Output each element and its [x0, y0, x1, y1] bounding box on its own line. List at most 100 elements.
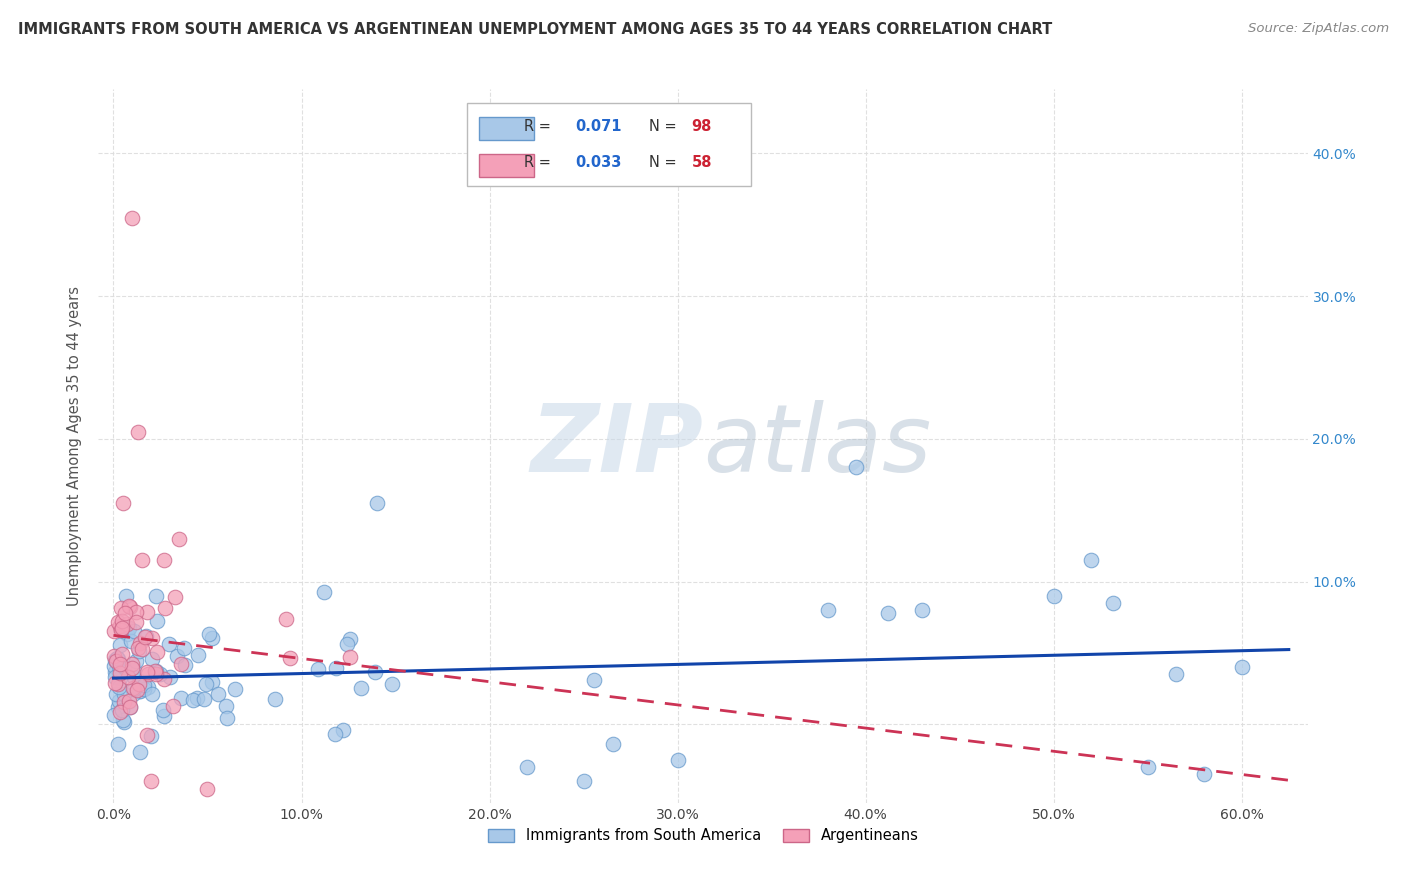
Point — [107, 652, 129, 666]
Point — [153, 553, 176, 567]
Point — [107, 694, 129, 708]
Point — [516, 760, 538, 774]
Point — [104, 652, 127, 666]
Point — [145, 666, 167, 681]
Point — [110, 623, 132, 637]
Point — [122, 663, 145, 677]
Point — [339, 649, 361, 664]
Point — [173, 641, 195, 656]
Point — [201, 631, 224, 645]
Point — [118, 599, 141, 614]
Point — [572, 774, 595, 789]
Point — [121, 211, 143, 225]
Text: ZIP: ZIP — [530, 400, 703, 492]
Point — [314, 585, 336, 599]
Point — [127, 641, 149, 656]
Point — [118, 700, 141, 714]
Point — [110, 600, 132, 615]
Point — [163, 590, 186, 604]
Point — [332, 723, 354, 738]
Point — [153, 708, 176, 723]
Point — [339, 632, 361, 647]
Point — [108, 658, 131, 673]
Legend: Immigrants from South America, Argentineans: Immigrants from South America, Argentine… — [482, 822, 924, 849]
Point — [118, 600, 141, 615]
Point — [112, 695, 135, 709]
Point — [602, 737, 624, 751]
Point — [134, 678, 156, 692]
Point — [107, 615, 129, 630]
Point — [157, 637, 180, 651]
Point — [135, 728, 157, 742]
Point — [110, 665, 132, 680]
Point — [307, 662, 329, 676]
Point — [127, 425, 149, 439]
Point — [122, 681, 145, 696]
Point — [187, 648, 209, 663]
Point — [145, 589, 167, 603]
Point — [131, 553, 153, 567]
Point — [136, 681, 159, 695]
Point — [125, 654, 148, 668]
Point — [666, 753, 689, 767]
Point — [112, 660, 135, 674]
Point — [114, 606, 136, 620]
Point — [134, 630, 156, 644]
Point — [108, 619, 131, 633]
Point — [173, 657, 195, 672]
Point — [122, 624, 145, 639]
Point — [129, 636, 152, 650]
Point — [124, 669, 146, 683]
Point — [197, 781, 219, 796]
Point — [117, 670, 139, 684]
Point — [817, 603, 839, 617]
Point — [152, 672, 174, 686]
Point — [128, 684, 150, 698]
Point — [103, 648, 125, 663]
Point — [274, 612, 297, 626]
Point — [103, 624, 125, 639]
Point — [105, 651, 128, 665]
Point — [111, 614, 134, 628]
Point — [125, 615, 148, 630]
Point — [195, 676, 218, 690]
Point — [108, 638, 131, 652]
Point — [107, 737, 129, 751]
Point — [197, 627, 219, 641]
Point — [111, 703, 134, 717]
Point — [166, 648, 188, 663]
Y-axis label: Unemployment Among Ages 35 to 44 years: Unemployment Among Ages 35 to 44 years — [67, 286, 83, 606]
Point — [108, 671, 131, 685]
Point — [136, 606, 159, 620]
Point — [153, 600, 176, 615]
Point — [170, 657, 193, 672]
Point — [141, 652, 163, 666]
Text: Source: ZipAtlas.com: Source: ZipAtlas.com — [1249, 22, 1389, 36]
Point — [104, 670, 127, 684]
Point — [118, 621, 141, 635]
Point — [111, 647, 134, 661]
Point — [141, 632, 163, 646]
Point — [325, 661, 347, 675]
Point — [108, 705, 131, 719]
Point — [264, 692, 287, 706]
Text: IMMIGRANTS FROM SOUTH AMERICA VS ARGENTINEAN UNEMPLOYMENT AMONG AGES 35 TO 44 YE: IMMIGRANTS FROM SOUTH AMERICA VS ARGENTI… — [18, 22, 1053, 37]
Point — [169, 532, 191, 546]
Point — [128, 676, 150, 690]
Point — [1192, 767, 1215, 781]
Point — [111, 496, 134, 510]
Point — [207, 687, 229, 701]
Point — [350, 681, 373, 695]
Point — [104, 665, 127, 679]
Point — [121, 657, 143, 672]
Text: atlas: atlas — [703, 401, 931, 491]
Point — [366, 496, 388, 510]
Point — [224, 681, 246, 696]
Point — [1136, 760, 1159, 774]
Point — [115, 627, 138, 641]
Point — [1230, 660, 1253, 674]
Point — [112, 665, 135, 679]
Point — [107, 677, 129, 691]
Point — [135, 665, 157, 679]
Point — [121, 687, 143, 701]
